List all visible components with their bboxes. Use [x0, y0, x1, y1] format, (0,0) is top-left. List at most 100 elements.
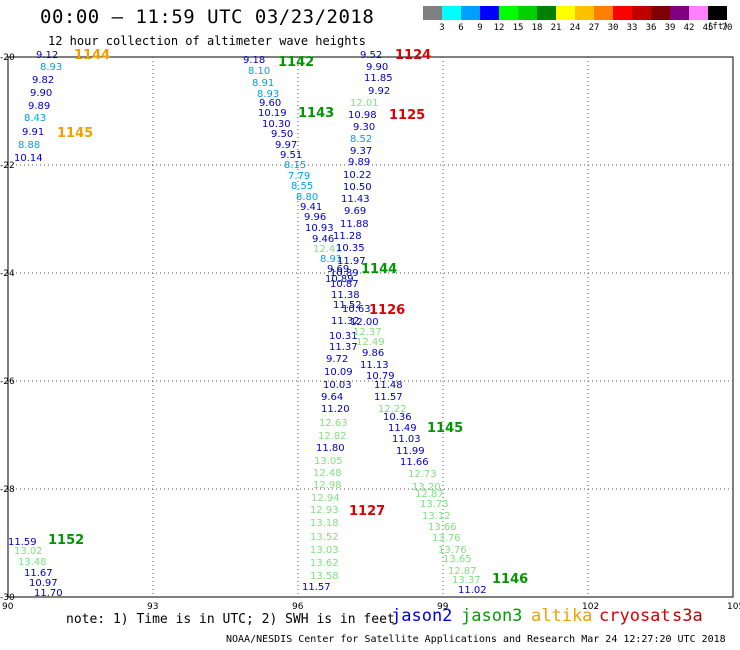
wave-height-reading: 9.96 — [304, 212, 326, 223]
wave-height-reading: 12.93 — [310, 505, 339, 516]
wave-height-reading: 8.88 — [18, 140, 40, 151]
colorbar-label: 3 — [439, 23, 445, 33]
wave-height-reading: 9.60 — [259, 98, 281, 109]
wave-height-reading: 11.70 — [34, 588, 63, 599]
credit-line: NOAA/NESDIS Center for Satellite Applica… — [226, 634, 726, 645]
wave-height-reading: 9.90 — [30, 88, 52, 99]
wave-height-reading: 11.52 — [333, 300, 362, 311]
colorbar-label: 33 — [626, 23, 638, 33]
colorbar-label: 6 — [458, 23, 464, 33]
wave-height-reading: 13.73 — [420, 499, 449, 510]
colorbar-swatch — [480, 6, 499, 20]
wave-height-reading: 8.80 — [296, 192, 318, 203]
wave-height-reading: 13.12 — [422, 511, 451, 522]
colorbar-swatch — [556, 6, 575, 20]
wave-height-reading: 11.02 — [458, 585, 487, 596]
wave-height-reading: 7.79 — [288, 171, 310, 182]
colorbar-label: 39 — [664, 23, 676, 33]
wave-height-reading: 12.37 — [353, 327, 382, 338]
pass-time-label: 1143 — [298, 106, 334, 121]
wave-height-reading: 9.89 — [348, 157, 370, 168]
wave-height-reading: 11.57 — [302, 582, 331, 593]
wave-height-reading: 12.48 — [313, 468, 342, 479]
wave-height-reading: 12.01 — [350, 98, 379, 109]
wave-height-reading: 11.88 — [340, 219, 369, 230]
colorbar-label: 36 — [645, 23, 657, 33]
wave-height-reading: 11.43 — [341, 194, 370, 205]
wave-height-reading: 10.97 — [29, 578, 58, 589]
footnote: note: 1) Time is in UTC; 2) SWH is in fe… — [66, 612, 395, 627]
wave-height-reading: 11.28 — [333, 231, 362, 242]
latitude-tick-label: -26 — [0, 377, 15, 387]
latitude-tick-label: -30 — [0, 593, 15, 603]
pass-time-label: 1152 — [48, 533, 84, 548]
wave-height-reading: 13.37 — [452, 575, 481, 586]
wave-height-reading: 12.94 — [311, 493, 340, 504]
colorbar-swatch — [461, 6, 480, 20]
wave-height-reading: 11.48 — [374, 380, 403, 391]
colorbar-label: 15 — [512, 23, 524, 33]
wave-height-reading: 9.12 — [36, 50, 58, 61]
pass-time-label: 1144 — [74, 48, 110, 63]
wave-height-reading: 9.72 — [326, 354, 348, 365]
wave-height-reading: 8.91 — [252, 78, 274, 89]
wave-height-reading: 12.63 — [319, 418, 348, 429]
wave-height-reading: 13.05 — [314, 456, 343, 467]
pass-time-label: 1145 — [57, 126, 93, 141]
longitude-tick-label: 96 — [292, 602, 304, 612]
wave-height-reading: 13.48 — [18, 557, 47, 568]
wave-height-reading: 11.13 — [360, 360, 389, 371]
wave-height-reading: 11.59 — [8, 537, 37, 548]
pass-time-label: 1124 — [395, 48, 431, 63]
wave-height-reading: 13.02 — [14, 546, 43, 557]
wave-height-reading: 13.52 — [310, 532, 339, 543]
wave-height-reading: 11.67 — [24, 568, 53, 579]
wave-height-reading: 10.30 — [262, 119, 291, 130]
map-subtitle: 12 hour collection of altimeter wave hei… — [48, 34, 366, 48]
colorbar-swatch — [537, 6, 556, 20]
latitude-tick-label: -28 — [0, 485, 15, 495]
pass-time-label: 1142 — [278, 55, 314, 70]
wave-height-reading: 13.62 — [310, 558, 339, 569]
wave-height-reading: 9.50 — [271, 129, 293, 140]
wave-height-reading: 11.37 — [329, 342, 358, 353]
wave-height-reading: 10.87 — [330, 279, 359, 290]
wave-height-reading: 11.97 — [337, 256, 366, 267]
colorbar-swatch — [613, 6, 632, 20]
colorbar-label: 42 — [683, 23, 695, 33]
wave-height-reading: 9.64 — [321, 392, 343, 403]
colorbar-swatch — [423, 6, 442, 20]
colorbar-swatch — [442, 6, 461, 20]
map-frame — [7, 56, 734, 598]
wave-height-reading: 10.19 — [258, 108, 287, 119]
latitude-tick-label: -24 — [0, 269, 15, 279]
wave-height-reading: 10.89 — [325, 274, 354, 285]
wave-height-reading: 11.38 — [331, 290, 360, 301]
colorbar-swatch — [632, 6, 651, 20]
wave-height-reading: 9.69 — [327, 264, 349, 275]
wave-height-reading: 9.90 — [366, 62, 388, 73]
wave-height-reading: 13.18 — [310, 518, 339, 529]
legend-cryosat: cryosat — [599, 606, 671, 626]
wave-height-reading: 11.99 — [396, 446, 425, 457]
colorbar-swatch — [651, 6, 670, 20]
wave-height-reading: 8.15 — [284, 160, 306, 171]
wave-height-reading: 13.03 — [310, 545, 339, 556]
colorbar-unit: (ft) — [707, 22, 729, 32]
wave-height-reading: 10.89 — [330, 268, 359, 279]
pass-time-label: 1126 — [369, 303, 405, 318]
colorbar-swatch — [499, 6, 518, 20]
wave-height-reading: 11.03 — [392, 434, 421, 445]
pass-time-label: 1144 — [361, 262, 397, 277]
colorbar-label: 27 — [588, 23, 600, 33]
wave-height-reading: 8.43 — [24, 113, 46, 124]
legend-jason3: jason3 — [461, 606, 523, 626]
colorbar-label: 45 — [702, 23, 714, 33]
wave-height-reading: 12.49 — [356, 337, 385, 348]
wave-height-reading: 9.46 — [312, 234, 334, 245]
latitude-tick-label: -22 — [0, 161, 15, 171]
colorbar-label: 30 — [607, 23, 619, 33]
colorbar-label: 9 — [477, 23, 483, 33]
wave-height-reading: 11.20 — [321, 404, 350, 415]
map-title: 00:00 – 11:59 UTC 03/23/2018 — [40, 6, 375, 28]
